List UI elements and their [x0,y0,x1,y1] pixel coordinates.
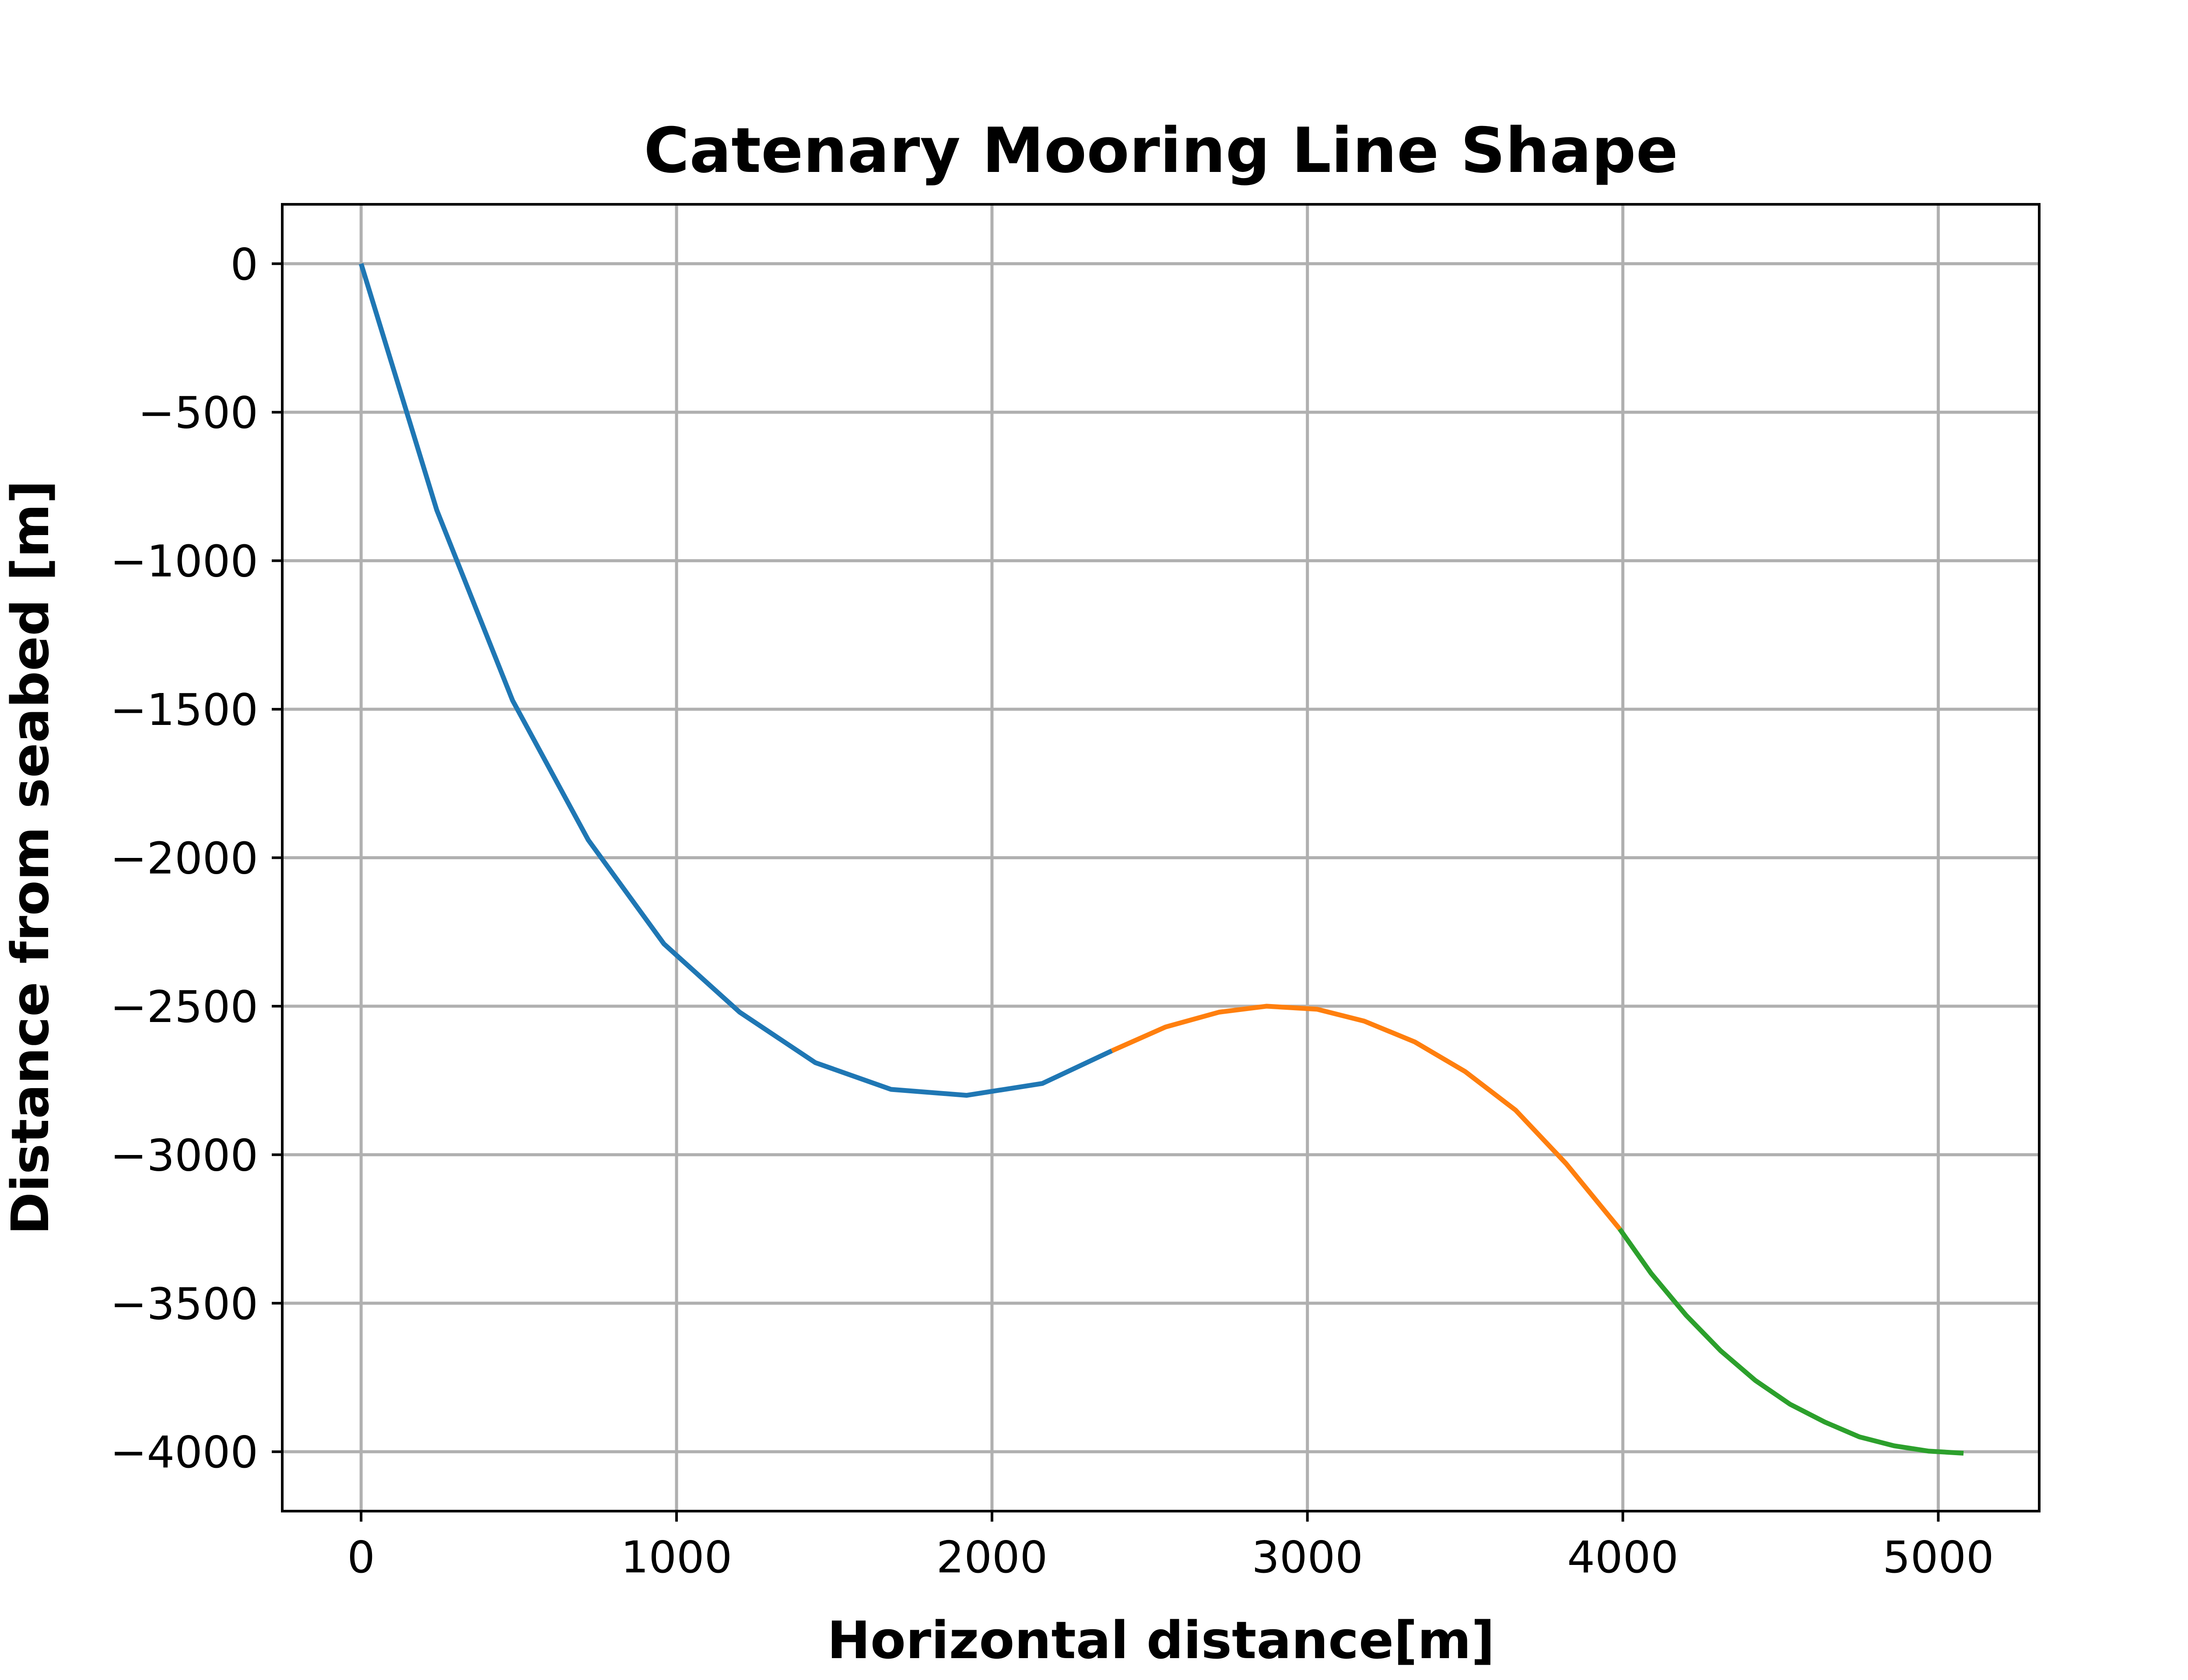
y-tick-label: −3000 [110,1130,258,1181]
y-tick-label: −2000 [110,833,258,884]
y-axis-label: Distance from seabed [m] [0,480,60,1235]
x-tick-label: 0 [347,1532,375,1583]
y-tick-label: −500 [138,387,258,438]
y-tick-label: 0 [230,239,258,290]
y-tick-label: −2500 [110,981,258,1032]
y-tick-label: −4000 [110,1427,258,1478]
y-tick-label: −3500 [110,1278,258,1330]
x-tick-label: 5000 [1883,1532,1994,1583]
x-tick-label: 2000 [936,1532,1048,1583]
chart-title: Catenary Mooring Line Shape [644,115,1678,187]
x-tick-label: 4000 [1567,1532,1679,1583]
y-tick-label: −1000 [110,536,258,587]
x-axis-label: Horizontal distance[m] [827,1610,1495,1670]
x-tick-label: 3000 [1252,1532,1363,1583]
y-tick-label: −1500 [110,684,258,735]
x-tick-label: 1000 [621,1532,733,1583]
